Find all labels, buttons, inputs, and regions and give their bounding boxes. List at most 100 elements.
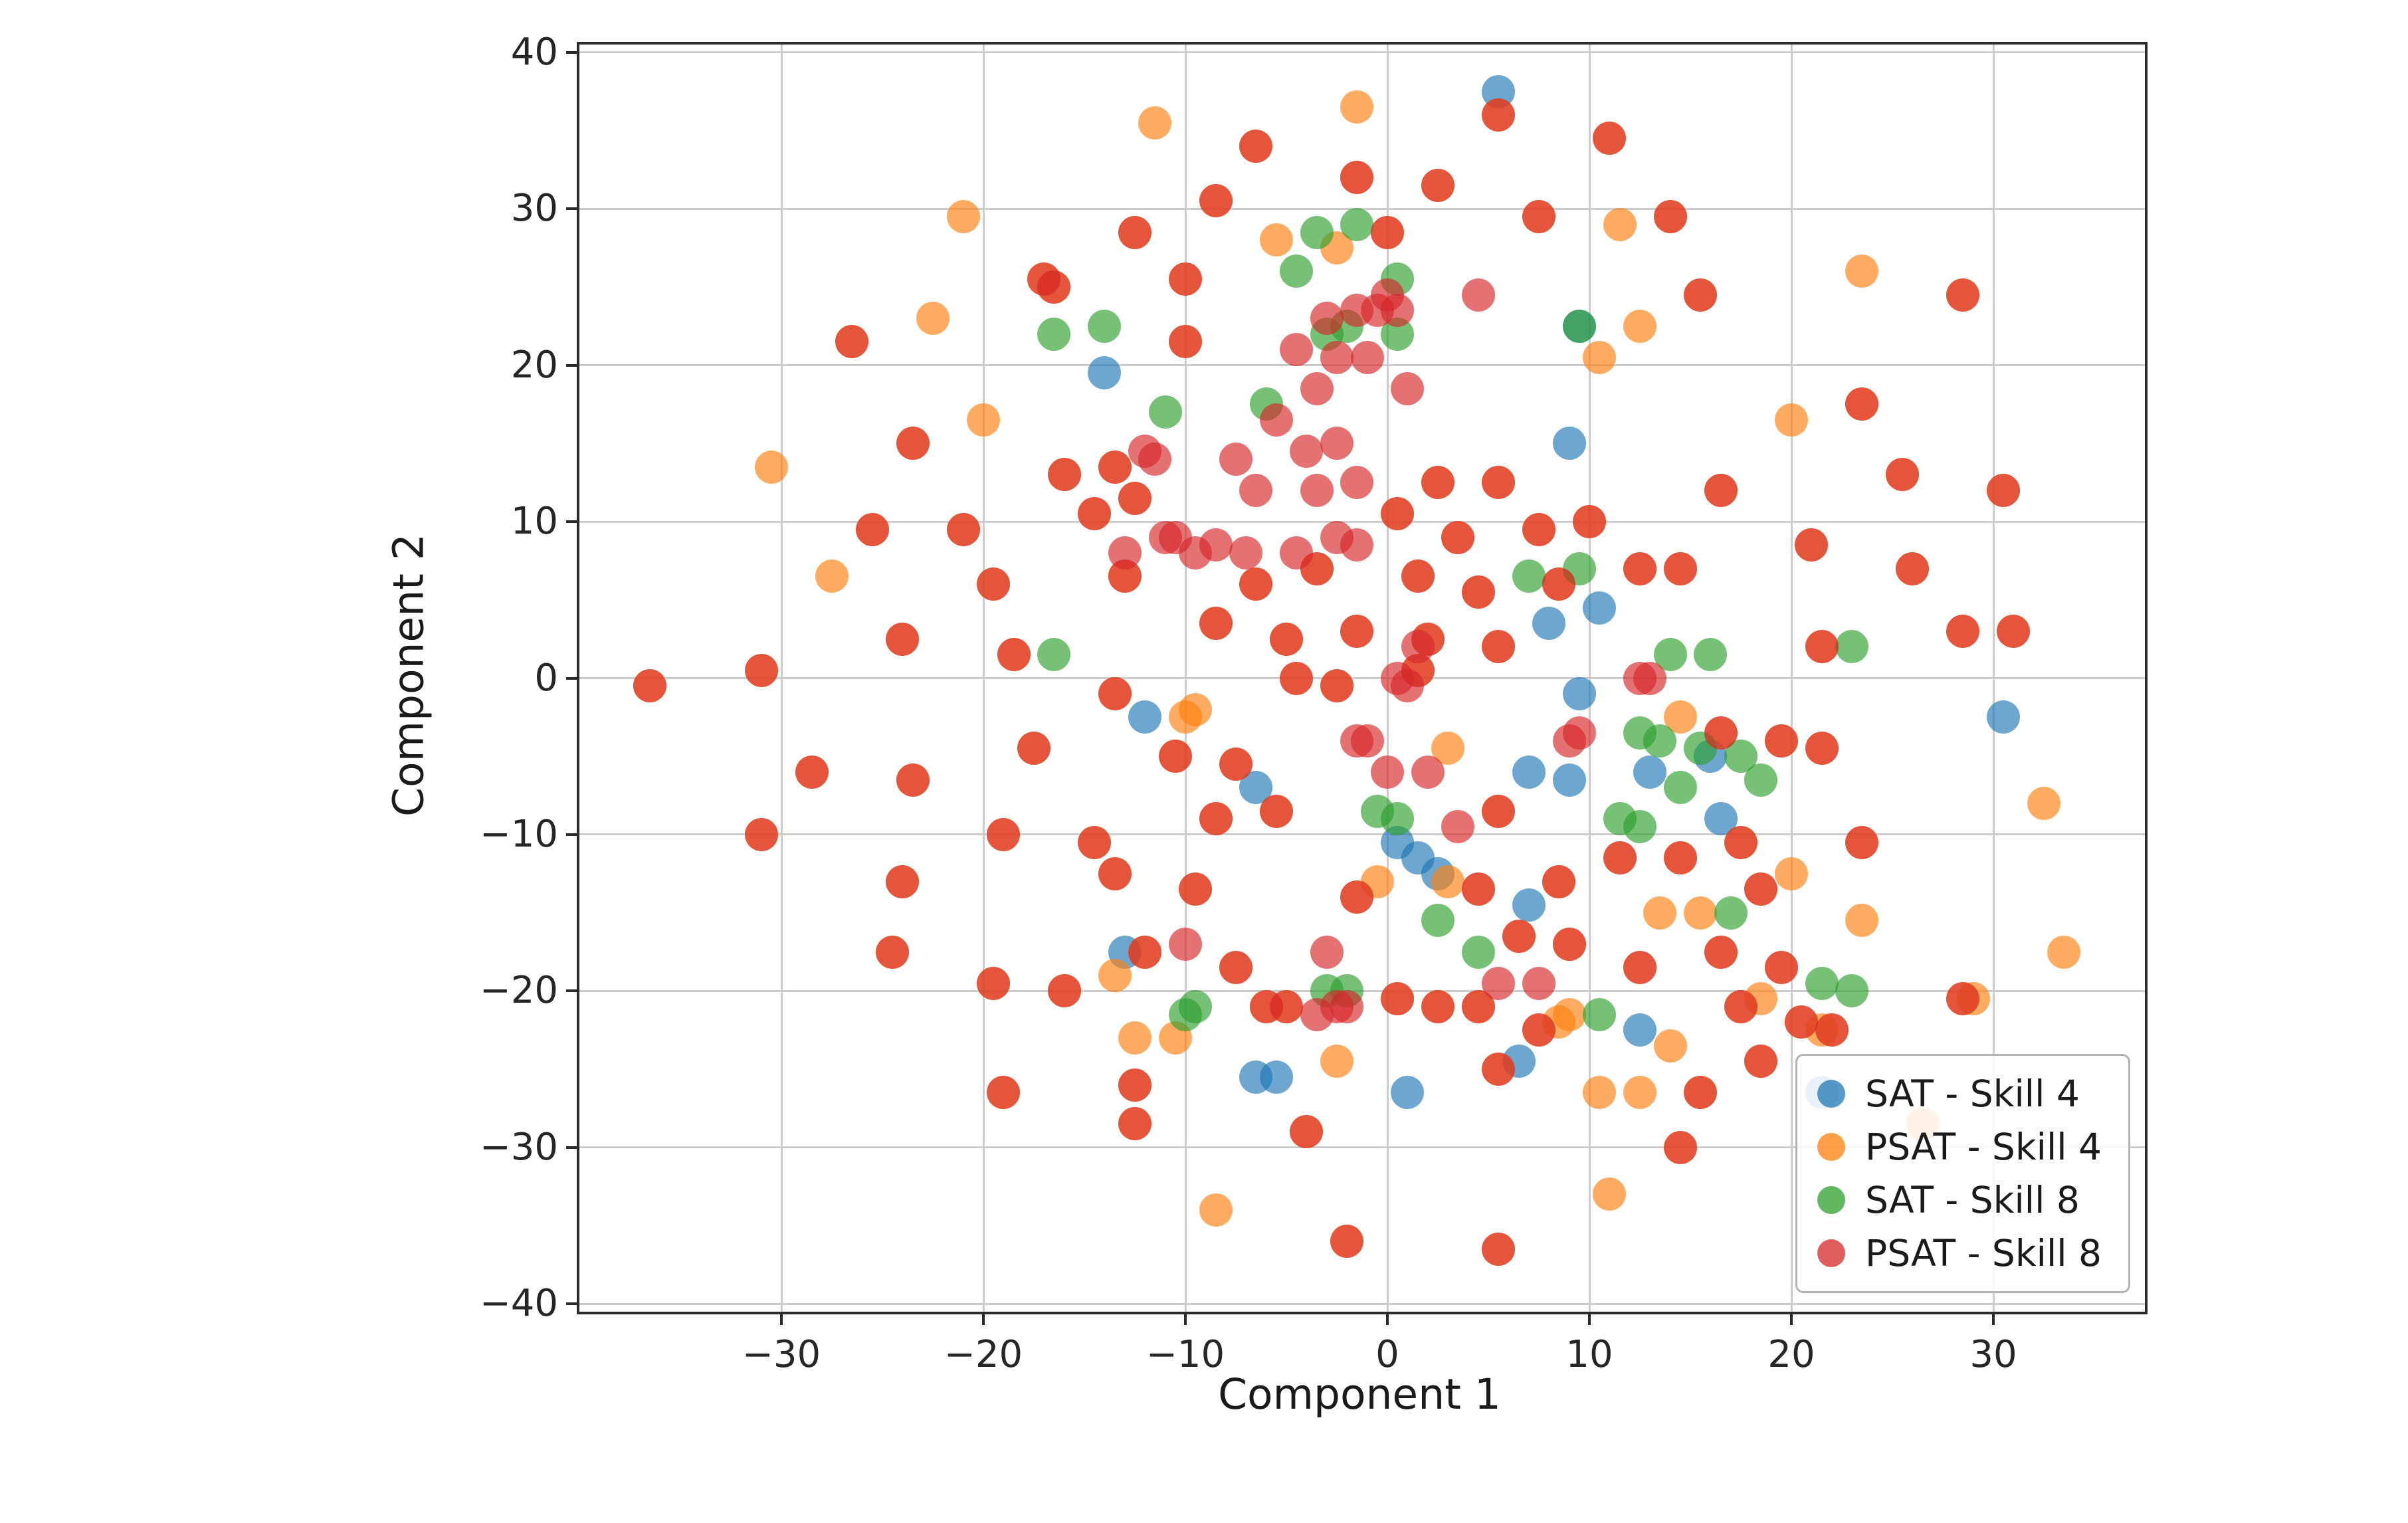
legend-label: SAT - Skill 4 (1865, 1072, 2080, 1115)
y-tick-mark (566, 51, 577, 54)
x-tick-label: 0 (1375, 1333, 1399, 1376)
legend-marker-sat-skill-4 (1817, 1080, 1846, 1108)
x-tick-mark (1992, 1314, 1995, 1325)
scatter-point (1340, 90, 1374, 124)
x-axis-label: Component 1 (1218, 1370, 1501, 1419)
scatter-point (946, 512, 980, 546)
scatter-point (1583, 997, 1617, 1031)
scatter-point (1421, 989, 1455, 1023)
scatter-point (1835, 630, 1869, 664)
scatter-point (1300, 473, 1334, 507)
scatter-point (1340, 614, 1374, 648)
x-tick-mark (982, 1314, 985, 1325)
scatter-point (1300, 215, 1334, 249)
scatter-point (1775, 403, 1808, 437)
scatter-point (1078, 825, 1112, 859)
scatter-point (1330, 989, 1364, 1023)
scatter-point (1259, 403, 1293, 437)
y-tick-label: 20 (510, 343, 558, 387)
scatter-point (1623, 1076, 1656, 1110)
scatter-point (1098, 958, 1132, 992)
scatter-point (987, 1076, 1021, 1110)
scatter-point (1179, 692, 1213, 726)
y-tick-label: 0 (534, 656, 558, 700)
scatter-point (1259, 223, 1293, 257)
scatter-point (997, 638, 1031, 672)
scatter-point (1118, 1068, 1152, 1102)
y-axis-label: Component 2 (384, 534, 433, 817)
scatter-point (1350, 724, 1384, 758)
legend-row: PSAT - Skill 8 (1817, 1233, 2102, 1274)
scatter-point (1946, 278, 1980, 312)
plot-area: −30 −20 −10 0 10 20 30 −40 −30 −20 −10 0 10 20 30 40 SA… (480, 31, 2148, 1376)
scatter-point (1340, 161, 1374, 195)
scatter-point (1694, 638, 1728, 672)
scatter-point (1987, 473, 2021, 507)
scatter-point (1411, 755, 1445, 789)
scatter-point (1775, 857, 1808, 890)
scatter-point (1724, 825, 1757, 859)
scatter-point (1350, 340, 1384, 374)
scatter-point (1633, 661, 1667, 695)
x-tick-mark (780, 1314, 783, 1325)
scatter-point (1663, 771, 1697, 805)
x-tick-label: −30 (742, 1333, 821, 1376)
scatter-point (1371, 755, 1404, 789)
scatter-point (1512, 755, 1546, 789)
scatter-point (1310, 935, 1344, 969)
scatter-point (1371, 215, 1404, 249)
scatter-point (1522, 512, 1555, 546)
x-tick-mark (1386, 1314, 1389, 1325)
legend-marker-psat-skill-8 (1817, 1239, 1846, 1267)
y-tick-mark (566, 833, 577, 836)
scatter-point (1795, 528, 1829, 562)
scatter-point (1744, 872, 1778, 906)
scatter-point (1037, 638, 1071, 672)
scatter-point (1482, 466, 1516, 500)
scatter-point (1532, 607, 1566, 641)
scatter-point (896, 427, 930, 460)
scatter-point (1542, 567, 1576, 601)
scatter-point (1502, 919, 1536, 953)
scatter-point (1229, 536, 1263, 570)
scatter-point (1381, 497, 1415, 531)
scatter-point (1886, 458, 1920, 492)
y-tick-label: −40 (479, 1282, 558, 1326)
scatter-point (1573, 505, 1606, 539)
y-tick-mark (566, 1146, 577, 1149)
scatter-point (1663, 841, 1697, 875)
scatter-point (1259, 794, 1293, 828)
scatter-point (1128, 700, 1162, 734)
y-tick-mark (566, 1302, 577, 1306)
scatter-point (1987, 700, 2021, 734)
scatter-point (1653, 199, 1687, 233)
scatter-point (1552, 927, 1586, 961)
scatter-point (1128, 935, 1162, 969)
scatter-point (855, 512, 889, 546)
scatter-point (1401, 559, 1435, 593)
x-tick-mark (1790, 1314, 1793, 1325)
gridline-horizontal (579, 833, 2145, 836)
scatter-point (1441, 520, 1475, 554)
legend-label: PSAT - Skill 8 (1865, 1232, 2102, 1274)
scatter-point (1623, 810, 1656, 844)
scatter-point (1340, 207, 1374, 241)
scatter-point (1845, 254, 1879, 288)
scatter-point (886, 622, 920, 656)
scatter-point (886, 864, 920, 898)
scatter-point (1138, 106, 1172, 140)
scatter-point (1219, 951, 1253, 985)
scatter-point (1199, 802, 1233, 836)
scatter-point (1552, 724, 1586, 758)
legend-row: PSAT - Skill 4 (1817, 1126, 2102, 1168)
scatter-point (1684, 278, 1718, 312)
scatter-point (1623, 552, 1656, 585)
scatter-point (1310, 302, 1344, 335)
scatter-point (1421, 466, 1455, 500)
gridline-horizontal (579, 677, 2145, 679)
scatter-point (1714, 896, 1748, 930)
scatter-point (1946, 982, 1980, 1016)
scatter-point (1280, 254, 1314, 288)
scatter-point (1623, 309, 1656, 343)
scatter-point (1704, 716, 1738, 750)
